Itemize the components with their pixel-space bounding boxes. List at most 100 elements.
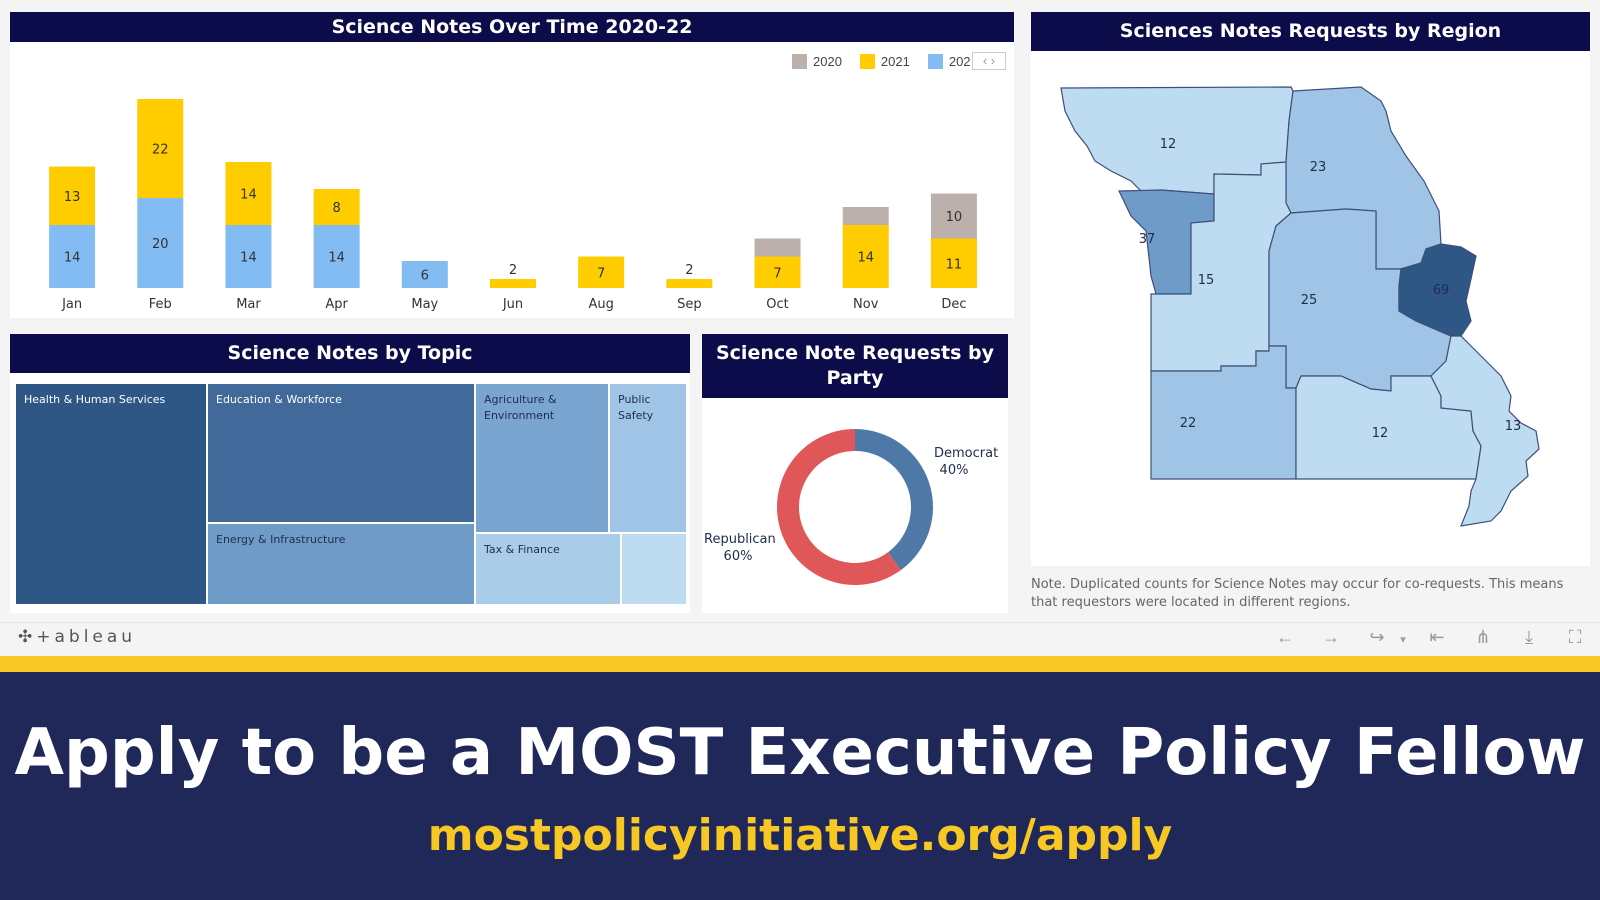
bar-chart-panel: 2020 2021 202 ‹ › 14 13 Jan 20 22 Feb 14 14 Mar 1… bbox=[10, 42, 1014, 318]
promo-banner: Apply to be a MOST Executive Policy Fell… bbox=[0, 672, 1600, 900]
bar-may-202[interactable] bbox=[401, 261, 448, 288]
treemap-cell-health[interactable]: Health & Human Services bbox=[15, 383, 207, 605]
bar-aug-2021[interactable] bbox=[578, 256, 625, 289]
legend-item-2022[interactable]: 202 bbox=[927, 54, 971, 69]
tableau-logo-mark-icon: ✣ bbox=[18, 627, 37, 647]
bar-label-feb-202: 20 bbox=[152, 237, 169, 252]
bar-feb-2021[interactable] bbox=[137, 99, 184, 198]
x-tick-apr: Apr bbox=[325, 297, 348, 312]
fullscreen-icon[interactable]: ⛶ bbox=[1568, 627, 1582, 647]
undo-icon[interactable]: ← bbox=[1276, 627, 1294, 647]
region-map-panel: 12 23 37 15 25 69 22 12 13 bbox=[1031, 51, 1590, 566]
x-tick-mar: Mar bbox=[236, 297, 261, 312]
legend-swatch-2020 bbox=[792, 54, 807, 69]
map-note: Note. Duplicated counts for Science Note… bbox=[1031, 577, 1564, 610]
legend-label-2020: 2020 bbox=[813, 54, 842, 69]
treemap-label-agriculture: Agriculture & Environment bbox=[484, 393, 557, 422]
legend-swatch-2022 bbox=[927, 54, 943, 69]
bar-mar-2021[interactable] bbox=[225, 162, 272, 225]
donut-pct-democrat: 40% bbox=[940, 463, 969, 478]
bar-label-aug-2021: 7 bbox=[597, 266, 605, 281]
map-label-central: 25 bbox=[1301, 293, 1318, 308]
bar-nov-2020[interactable] bbox=[842, 207, 889, 225]
redo-icon[interactable]: → bbox=[1322, 627, 1340, 647]
legend-item-2021[interactable]: 2021 bbox=[859, 54, 910, 69]
map-label-stl: 69 bbox=[1433, 283, 1450, 298]
treemap-cell-agriculture[interactable]: Agriculture & Environment bbox=[475, 383, 609, 533]
donut-slice-republican[interactable] bbox=[777, 429, 901, 585]
bar-mar-202[interactable] bbox=[225, 225, 272, 288]
reset-icon[interactable]: ⇤ bbox=[1429, 627, 1445, 647]
bar-nov-2021[interactable] bbox=[842, 225, 889, 288]
tableau-logo-text: +ableau bbox=[36, 627, 137, 647]
legend-label-2021: 2021 bbox=[880, 54, 910, 69]
map-label-se: 13 bbox=[1505, 419, 1522, 434]
donut-slice-democrat[interactable] bbox=[855, 429, 933, 571]
x-tick-nov: Nov bbox=[853, 297, 879, 312]
region-map-svg: 12 23 37 15 25 69 22 12 13 bbox=[1060, 86, 1540, 527]
bar-label-sep-2021: 2 bbox=[685, 263, 693, 278]
banner-url[interactable]: mostpolicyinitiative.org/apply bbox=[427, 810, 1173, 861]
x-tick-may: May bbox=[411, 297, 438, 312]
topic-treemap: Health & Human Services Education & Work… bbox=[10, 373, 690, 613]
bar-dec-2021[interactable] bbox=[930, 238, 977, 289]
banner-headline: Apply to be a MOST Executive Policy Fell… bbox=[14, 716, 1586, 790]
bar-label-nov-2021: 14 bbox=[857, 251, 874, 266]
party-title: Science Note Requests by Party bbox=[702, 334, 1008, 398]
bar-label-mar-2021: 14 bbox=[240, 188, 257, 203]
legend-item-2020[interactable]: 2020 bbox=[792, 54, 842, 69]
x-tick-jun: Jun bbox=[502, 297, 523, 312]
bar-label-jan-2021: 13 bbox=[64, 190, 81, 205]
bar-feb-202[interactable] bbox=[137, 198, 184, 288]
treemap-label-tax-finance: Tax & Finance bbox=[484, 543, 560, 556]
x-tick-dec: Dec bbox=[941, 297, 966, 312]
bar-apr-2021[interactable] bbox=[313, 189, 360, 225]
bar-oct-2021[interactable] bbox=[754, 256, 801, 289]
donut-label-republican: Republican bbox=[704, 532, 776, 547]
legend-scroll-arrows-icon[interactable]: ‹ › bbox=[972, 52, 1006, 70]
revert-dropdown-icon[interactable]: ▾ bbox=[1400, 634, 1406, 646]
legend-swatch-2021 bbox=[859, 54, 875, 69]
treemap-cell-tax-finance[interactable]: Tax & Finance bbox=[475, 533, 621, 605]
bar-label-mar-202: 14 bbox=[240, 251, 257, 266]
treemap-label-education: Education & Workforce bbox=[216, 393, 342, 406]
x-tick-feb: Feb bbox=[149, 297, 172, 312]
map-label-wc: 15 bbox=[1198, 273, 1215, 288]
bar-chart-title: Science Notes Over Time 2020-22 bbox=[10, 12, 1014, 42]
x-tick-aug: Aug bbox=[588, 297, 613, 312]
bar-chart-svg: 14 13 Jan 20 22 Feb 14 14 Mar 14 8 Apr 6 May 2 Jun 7 Aug 2… bbox=[49, 99, 977, 312]
bar-jun-2021[interactable] bbox=[490, 279, 536, 288]
gold-divider bbox=[0, 656, 1600, 672]
download-icon[interactable]: ⤓ bbox=[1525, 627, 1533, 647]
bar-label-jun-2021: 2 bbox=[509, 263, 517, 278]
treemap-cell-education[interactable]: Education & Workforce bbox=[207, 383, 475, 523]
map-region-stl[interactable] bbox=[1398, 243, 1477, 337]
treemap-cell-public-safety[interactable]: Public Safety bbox=[609, 383, 687, 533]
bar-chart-legend[interactable]: 2020 2021 202 bbox=[792, 54, 989, 69]
bar-label-feb-2021: 22 bbox=[152, 143, 169, 158]
treemap-label-public-safety: Public Safety bbox=[618, 393, 654, 422]
map-label-sc: 12 bbox=[1372, 426, 1389, 441]
bar-label-dec-2021: 11 bbox=[946, 257, 963, 272]
bar-jan-202[interactable] bbox=[49, 225, 96, 288]
legend-label-2022: 202 bbox=[948, 54, 971, 69]
share-icon[interactable]: ⋔ bbox=[1475, 627, 1491, 647]
bar-apr-202[interactable] bbox=[313, 225, 360, 288]
treemap-cell-other[interactable] bbox=[621, 533, 687, 605]
revert-icon[interactable]: ↪ bbox=[1369, 627, 1385, 647]
donut-label-democrat: Democrat bbox=[934, 446, 998, 461]
bar-oct-2020[interactable] bbox=[754, 238, 801, 257]
x-tick-sep: Sep bbox=[677, 297, 702, 312]
treemap-cell-energy[interactable]: Energy & Infrastructure bbox=[207, 523, 475, 605]
bar-sep-2021[interactable] bbox=[666, 279, 713, 288]
bar-dec-2020[interactable] bbox=[930, 193, 977, 239]
x-tick-jan: Jan bbox=[61, 297, 82, 312]
x-tick-oct: Oct bbox=[766, 297, 788, 312]
bar-jan-2021[interactable] bbox=[49, 166, 96, 226]
tableau-logo[interactable]: ✣+ableau bbox=[18, 627, 136, 647]
map-label-ne: 23 bbox=[1310, 160, 1327, 175]
bar-label-dec-2020: 10 bbox=[946, 210, 963, 225]
bar-label-oct-2021: 7 bbox=[773, 266, 781, 281]
map-region-se[interactable] bbox=[1430, 335, 1540, 527]
